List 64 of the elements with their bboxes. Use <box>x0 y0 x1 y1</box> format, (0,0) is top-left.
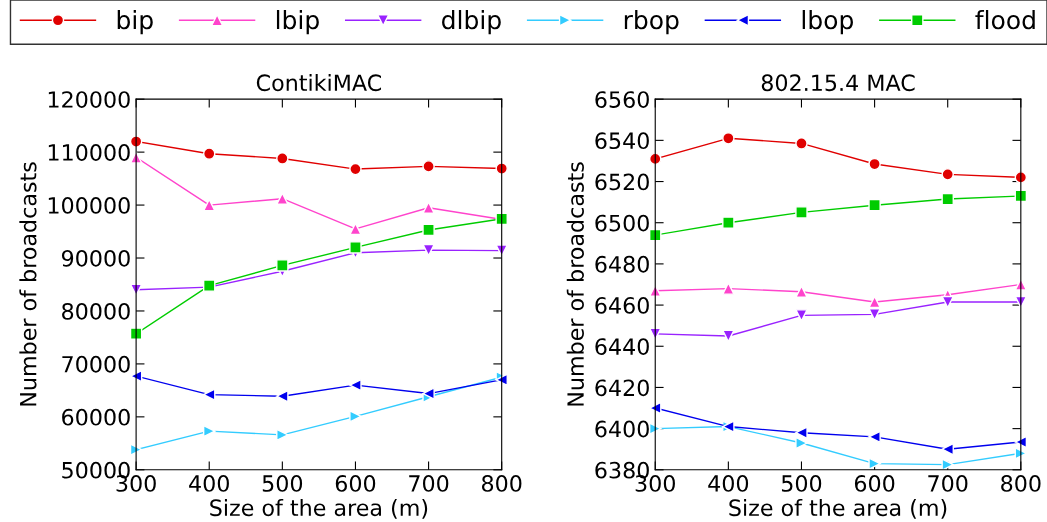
y-tick-label: 80000 <box>62 302 130 320</box>
point <box>941 192 954 206</box>
x-axis-title: Size of the area (m) <box>729 498 947 519</box>
point <box>422 160 435 173</box>
legend-label: bip <box>117 10 153 35</box>
point <box>422 223 435 237</box>
x-tick-label: 500 <box>262 475 303 492</box>
point <box>648 422 662 435</box>
x-tick-label: 800 <box>481 475 522 492</box>
y-tick-label: 70000 <box>62 355 130 373</box>
y-tick-label: 6500 <box>595 214 649 232</box>
y-tick-label: 6480 <box>595 255 649 273</box>
point <box>202 147 216 160</box>
y-tick-label: 100000 <box>48 197 130 214</box>
y-tick-label: 6420 <box>595 379 649 397</box>
point <box>202 388 216 401</box>
point <box>276 389 289 403</box>
x-tick-label: 500 <box>781 475 822 492</box>
point <box>1014 435 1028 449</box>
y-tick-label: 6540 <box>595 132 649 150</box>
y-tick-label: 120000 <box>48 91 130 108</box>
point <box>868 157 881 171</box>
x-tick-label: 800 <box>1001 475 1041 492</box>
point <box>795 436 808 450</box>
x-axis-title: Size of the area (m) <box>210 498 428 519</box>
y-tick-label: 6400 <box>595 420 649 438</box>
y-tick-label: 60000 <box>62 408 130 426</box>
point <box>276 428 289 442</box>
point <box>349 162 362 176</box>
y-tick-label: 90000 <box>61 249 130 267</box>
point <box>868 198 881 212</box>
y-tick-label: 6440 <box>595 338 649 356</box>
point <box>941 168 954 181</box>
point <box>795 206 808 219</box>
legend-label: flood <box>975 10 1035 30</box>
x-tick-label: 700 <box>928 475 968 492</box>
y-tick-label: 6460 <box>595 297 649 314</box>
point <box>1014 278 1028 291</box>
y-tick-label: 6520 <box>595 173 649 191</box>
legend-label: rbop <box>624 10 679 35</box>
x-tick-label: 600 <box>854 475 895 492</box>
point <box>868 430 881 444</box>
point <box>276 259 289 272</box>
y-axis-title: Number of broadcasts <box>19 162 37 406</box>
y-axis-title: Number of broadcasts <box>566 162 584 406</box>
x-tick-label: 400 <box>708 475 749 492</box>
point <box>349 241 362 254</box>
chart-title: ContikiMAC <box>256 73 382 92</box>
x-tick-label: 400 <box>189 475 229 492</box>
point <box>941 442 954 456</box>
point <box>722 216 735 229</box>
point <box>349 378 362 392</box>
x-tick-label: 600 <box>335 475 376 492</box>
legend-label: lbip <box>276 10 319 35</box>
point <box>722 132 735 145</box>
x-tick-label: 700 <box>409 475 449 492</box>
y-tick-label: 6560 <box>595 91 649 108</box>
y-tick-label: 110000 <box>48 144 130 161</box>
legend-label: lbop <box>802 10 853 35</box>
chart-title: 802.15.4 MAC <box>761 74 915 92</box>
legend-label: dlbip <box>442 10 501 35</box>
point <box>795 137 808 150</box>
point <box>276 152 289 165</box>
point <box>202 424 216 438</box>
